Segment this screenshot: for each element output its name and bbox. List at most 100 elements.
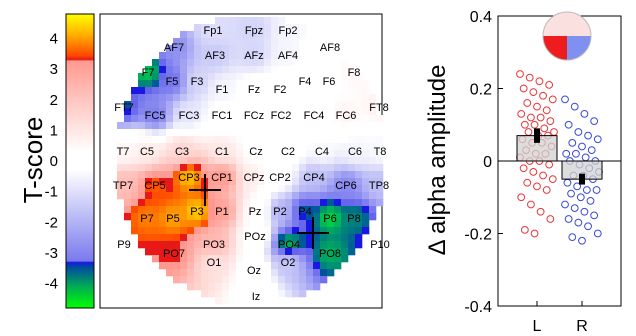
electrode-label: C6 xyxy=(348,146,362,158)
topomap-cell xyxy=(194,143,202,151)
topomap: Fp1 Fpz Fp2 AF7 AF3 AFz AF4 AF8 F7 F5 F3 F1 Fz F2 F4 F6… xyxy=(99,13,390,309)
topomap-cell xyxy=(327,136,335,144)
topomap-cell xyxy=(306,150,314,158)
topomap-cell xyxy=(180,52,188,60)
topomap-cell xyxy=(208,66,216,74)
topomap-cell xyxy=(194,136,202,144)
topomap-cell xyxy=(124,101,132,109)
topomap-cell xyxy=(117,129,125,137)
topomap-cell xyxy=(278,262,286,270)
topomap-cell xyxy=(229,234,237,242)
topomap-cell xyxy=(250,73,258,81)
topomap-cell xyxy=(194,234,202,242)
topomap-cell xyxy=(320,59,328,67)
topomap-cell xyxy=(299,136,307,144)
data-point xyxy=(593,135,602,144)
electrode-label: PO7 xyxy=(163,248,185,260)
topomap-cell xyxy=(299,255,307,263)
data-point xyxy=(523,99,532,107)
topomap-cell xyxy=(313,248,321,256)
topomap-cell xyxy=(257,192,265,200)
topomap-cell xyxy=(271,45,279,53)
topomap-cell xyxy=(236,297,244,305)
topomap-cell xyxy=(264,171,272,179)
electrode-label: P6 xyxy=(323,213,336,225)
topomap-cell xyxy=(306,227,314,235)
topomap-cell xyxy=(355,94,363,102)
topomap-cell xyxy=(222,150,230,158)
topomap-cell xyxy=(271,17,279,25)
topomap-cell xyxy=(320,52,328,60)
topomap-cell xyxy=(166,59,174,67)
topomap-cell xyxy=(257,122,265,130)
topomap-cell xyxy=(222,269,230,277)
topomap-cell xyxy=(222,199,230,207)
topomap-cell xyxy=(159,171,167,179)
topomap-cell xyxy=(341,157,349,165)
topomap-cell xyxy=(201,24,209,32)
topomap-cell xyxy=(334,220,342,228)
topomap-cell xyxy=(306,66,314,74)
topomap-cell xyxy=(243,164,251,172)
topomap-cell xyxy=(159,248,167,256)
topomap-cell xyxy=(138,87,146,95)
topomap-cell xyxy=(159,255,167,263)
topomap-cell xyxy=(313,73,321,81)
topomap-cell xyxy=(250,199,258,207)
data-point xyxy=(567,189,575,198)
topomap-cell xyxy=(362,115,370,123)
topomap-cell xyxy=(348,101,356,109)
topomap-cell xyxy=(292,150,300,158)
topomap-cell xyxy=(250,31,258,39)
topomap-cell xyxy=(222,206,230,214)
topomap-cell xyxy=(215,80,223,88)
topomap-cell xyxy=(138,199,146,207)
topomap-cell xyxy=(166,234,174,242)
topomap-cell xyxy=(208,136,216,144)
topomap-cell xyxy=(299,283,307,291)
topomap-cell xyxy=(327,269,335,277)
electrode-label: P1 xyxy=(215,206,228,218)
topomap-cell xyxy=(257,185,265,193)
topomap-cell xyxy=(299,241,307,249)
topomap-cell xyxy=(334,59,342,67)
topomap-cell xyxy=(285,101,293,109)
topomap-cell xyxy=(292,143,300,151)
data-point xyxy=(523,178,532,187)
topomap-cell xyxy=(306,115,314,123)
topomap-cell xyxy=(187,150,195,158)
topomap-cell xyxy=(222,234,230,242)
topomap-cell xyxy=(334,52,342,60)
topomap-cell xyxy=(334,129,342,137)
topomap-cell xyxy=(201,31,209,39)
topomap-cell xyxy=(236,52,244,60)
topomap-cell xyxy=(355,115,363,123)
topomap-cell xyxy=(131,213,139,221)
topomap-cell xyxy=(285,150,293,158)
topomap-cell xyxy=(334,122,342,130)
topomap-cell xyxy=(320,262,328,270)
topomap-cell xyxy=(264,290,272,298)
topomap-cell xyxy=(243,80,251,88)
topomap-cell xyxy=(292,108,300,116)
topomap-cell xyxy=(187,234,195,242)
colorbar-tick-label: 3 xyxy=(50,61,58,78)
topomap-cell xyxy=(145,157,153,165)
topomap-cell xyxy=(306,241,314,249)
topomap-cell xyxy=(145,87,153,95)
topomap-cell xyxy=(355,199,363,207)
topomap-cell xyxy=(201,143,209,151)
topomap-cell xyxy=(334,199,342,207)
topomap-cell xyxy=(243,234,251,242)
topomap-cell xyxy=(292,178,300,186)
topomap-cell xyxy=(194,164,202,172)
topomap-cell xyxy=(278,24,286,32)
topomap-cell xyxy=(341,136,349,144)
data-point xyxy=(516,70,524,78)
topomap-cell xyxy=(285,136,293,144)
data-point xyxy=(568,138,577,147)
electrode-label: Fp1 xyxy=(204,25,223,37)
topomap-cell xyxy=(187,101,195,109)
topomap-cell xyxy=(327,143,335,151)
topomap-cell xyxy=(166,185,174,193)
